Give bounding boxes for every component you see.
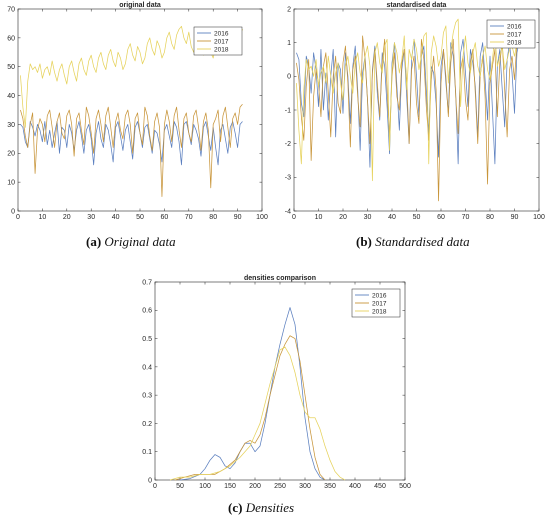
chart-panel-b: standardised data 0 10 20 30 40 50 60 70 80 90 100-… (275, 0, 550, 230)
x-tick-label: 400 (349, 483, 361, 490)
series-line-2018-b (296, 18, 520, 182)
x-tick-label: 0 (16, 214, 20, 221)
x-tick-label: 100 (533, 214, 545, 221)
x-tick-label: 70 (462, 214, 470, 221)
y-tick-label: 0.2 (142, 421, 152, 428)
caption-b-label: (b) (356, 234, 372, 249)
chart-a: original data 0 10 20 30 40 50 60 70 80 90 100 0 10 20… (7, 2, 268, 221)
x-tick-label: 300 (299, 483, 311, 490)
series-line-2017-c (174, 335, 326, 481)
y-tick-label: -4 (285, 208, 291, 215)
y-tick-label: 0 (11, 208, 15, 215)
x-tick-label: 50 (136, 214, 144, 221)
x-tick-label: 100 (256, 214, 268, 221)
x-tick-label: 40 (112, 214, 120, 221)
caption-c: (c) Densities (228, 500, 294, 516)
y-tick-label: 60 (7, 35, 15, 42)
x-tick-label: 80 (209, 214, 217, 221)
x-tick-label: 80 (486, 214, 494, 221)
caption-c-text: Densities (245, 500, 295, 515)
chart-c: densities comparison 0 50 100 150 200 250 300 35… (142, 275, 411, 490)
series-line-2016-c (179, 307, 326, 481)
y-tick-label: 0 (287, 74, 291, 81)
chart-panel-a: original data 0 10 20 30 40 50 60 70 80 90 100 0 10 20… (0, 0, 275, 230)
caption-b-text: Standardised data (375, 234, 470, 249)
x-tick-label: 40 (388, 214, 396, 221)
x-tick-label: 200 (249, 483, 261, 490)
chart-panel-c: densities comparison 0 50 100 150 200 250 300 35… (130, 262, 420, 494)
x-tick-label: 0 (153, 483, 157, 490)
y-tick-label: 0.4 (142, 364, 152, 371)
x-tick-label: 30 (364, 214, 372, 221)
y-tick-label: 0.6 (142, 308, 152, 315)
x-tick-label: 70 (185, 214, 193, 221)
y-tick-label: -2 (285, 141, 291, 148)
series-line-2016-a (20, 121, 243, 166)
x-tick-label: 50 (413, 214, 421, 221)
y-tick-label: 70 (7, 6, 15, 13)
series-line-2017-a (20, 103, 243, 197)
chart-title-b: standardised data (387, 2, 447, 9)
y-tick-label: -3 (285, 175, 291, 182)
y-tick-label: 0.1 (142, 449, 152, 456)
caption-a-label: (a) (86, 234, 102, 249)
legend-entry-2016: 2016 (372, 292, 387, 299)
x-tick-label: 20 (63, 214, 71, 221)
y-tick-label: 0.5 (142, 336, 152, 343)
legend-entry-2018: 2018 (507, 39, 522, 46)
chart-title-c: densities comparison (244, 275, 316, 282)
y-tick-label: -1 (285, 107, 291, 114)
y-tick-label: 50 (7, 64, 15, 71)
x-tick-label: 20 (339, 214, 347, 221)
series-line-2018-c (169, 346, 346, 481)
x-tick-label: 0 (292, 214, 296, 221)
y-tick-label: 0.3 (142, 393, 152, 400)
legend-entry-2017: 2017 (214, 38, 229, 45)
y-tick-label: 0 (148, 477, 152, 484)
y-tick-label: 40 (7, 93, 15, 100)
caption-a: (a) Original data (86, 234, 176, 250)
x-tick-label: 150 (224, 483, 236, 490)
legend-entry-2017: 2017 (507, 31, 522, 38)
legend-entry-2016: 2016 (214, 30, 229, 37)
y-tick-label: 30 (7, 122, 15, 129)
x-tick-label: 100 (199, 483, 211, 490)
x-tick-label: 90 (511, 214, 519, 221)
legend-entry-2017: 2017 (372, 300, 387, 307)
x-tick-label: 350 (324, 483, 336, 490)
legend-entry-2016: 2016 (507, 23, 522, 30)
caption-c-label: (c) (228, 500, 243, 515)
x-tick-label: 60 (161, 214, 169, 221)
legend-entry-2018: 2018 (214, 46, 229, 53)
x-tick-label: 90 (234, 214, 242, 221)
x-tick-label: 10 (39, 214, 47, 221)
y-tick-label: 20 (7, 151, 15, 158)
legend-entry-2018: 2018 (372, 308, 387, 315)
x-tick-label: 60 (437, 214, 445, 221)
x-tick-label: 30 (87, 214, 95, 221)
caption-b: (b) Standardised data (356, 234, 470, 250)
x-tick-label: 50 (176, 483, 184, 490)
caption-a-text: Original data (104, 234, 176, 249)
x-tick-label: 500 (399, 483, 411, 490)
x-tick-label: 250 (274, 483, 286, 490)
x-tick-label: 450 (374, 483, 386, 490)
y-tick-label: 10 (7, 180, 15, 187)
y-tick-label: 1 (287, 40, 291, 47)
x-tick-label: 10 (315, 214, 323, 221)
y-tick-label: 2 (287, 6, 291, 13)
chart-title-a: original data (119, 2, 161, 9)
y-tick-label: 0.7 (142, 279, 152, 286)
